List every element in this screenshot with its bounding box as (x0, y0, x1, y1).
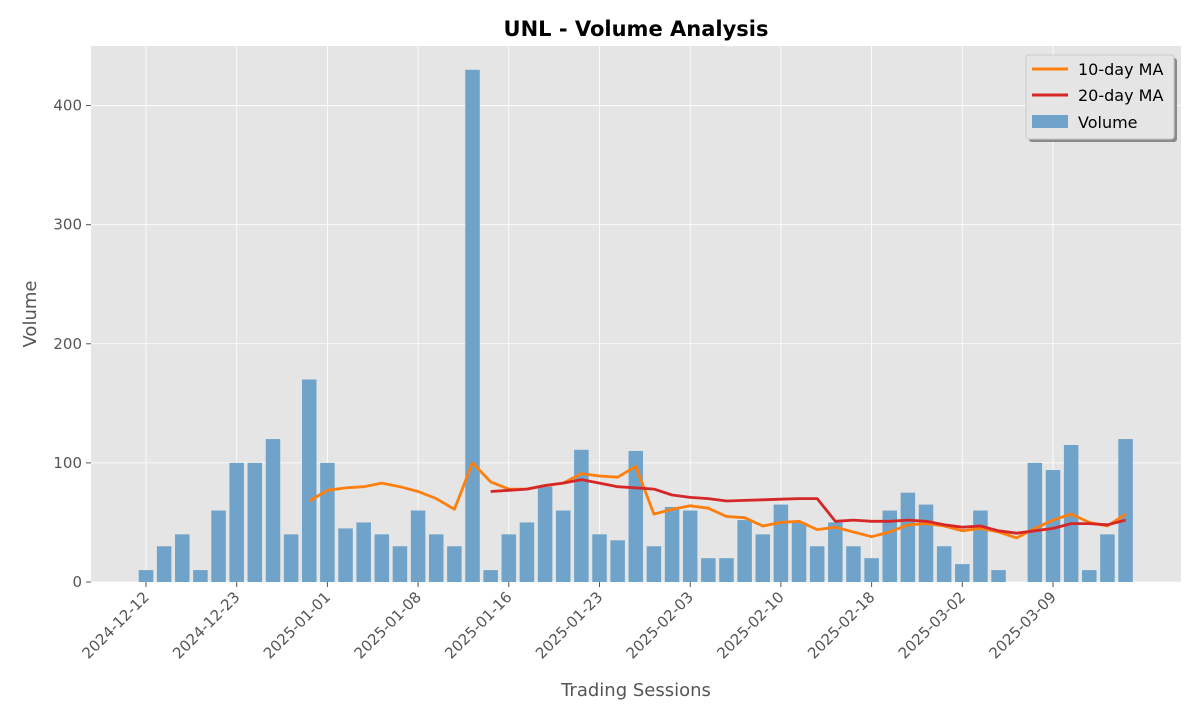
x-tick-label: 2025-02-03 (623, 588, 697, 662)
volume-bar (828, 522, 843, 582)
x-tick-label: 2025-02-10 (713, 588, 787, 662)
volume-bar (1100, 534, 1115, 582)
x-tick-label: 2025-03-02 (895, 588, 969, 662)
x-tick-label: 2024-12-23 (169, 588, 243, 662)
y-tick-label: 300 (53, 216, 82, 234)
volume-bar (610, 540, 625, 582)
volume-bar (701, 558, 716, 582)
volume-bar (338, 528, 353, 582)
volume-bar (737, 520, 752, 582)
volume-bar (973, 510, 988, 582)
volume-bars (138, 69, 1133, 583)
volume-bar (193, 570, 208, 582)
volume-bar (519, 522, 535, 582)
x-tick-label: 2025-01-01 (260, 588, 334, 662)
volume-bar (156, 546, 172, 582)
volume-bar (302, 379, 317, 582)
volume-bar (175, 534, 190, 582)
legend-label-10-day-ma: 10-day MA (1078, 60, 1163, 79)
volume-bar (1027, 462, 1043, 582)
volume-bar (138, 570, 154, 582)
volume-bar (864, 558, 879, 582)
volume-bar (356, 522, 371, 582)
volume-bar (664, 506, 680, 582)
volume-bar (592, 534, 607, 582)
volume-bar (809, 546, 825, 582)
volume-bar (991, 570, 1006, 582)
volume-bar (501, 534, 517, 582)
ma-20-day-line (490, 478, 1126, 535)
volume-bar (447, 546, 462, 582)
volume-bar (374, 534, 390, 582)
volume-bar (1045, 470, 1061, 582)
volume-bar (555, 510, 571, 582)
y-tick-label: 0 (72, 573, 82, 591)
legend: 10-day MA 20-day MA Volume (1025, 54, 1177, 142)
volume-bar (1082, 570, 1097, 582)
volume-bar (955, 564, 970, 582)
volume-bar (537, 486, 553, 582)
volume-bar (410, 510, 426, 582)
volume-bar (211, 510, 226, 582)
y-tick-label: 200 (53, 335, 82, 353)
chart-title: UNL - Volume Analysis (504, 17, 769, 41)
volume-bar (646, 546, 662, 582)
legend-label-20-day-ma: 20-day MA (1078, 86, 1163, 105)
volume-bar (791, 522, 807, 582)
volume-bar (465, 69, 480, 583)
moving-average-lines (308, 461, 1127, 540)
volume-bar (1118, 439, 1133, 582)
volume-bar (229, 462, 244, 582)
x-tick-label: 2025-03-09 (985, 588, 1059, 662)
volume-bar (428, 534, 444, 582)
volume-bar (628, 450, 644, 582)
x-tick-label: 2025-01-16 (441, 588, 515, 662)
y-tick-label: 100 (53, 454, 82, 472)
volume-bar (882, 510, 897, 582)
volume-bar (918, 504, 934, 582)
x-tick-label: 2025-02-18 (804, 588, 878, 662)
volume-bar (900, 492, 916, 582)
volume-bar (846, 546, 861, 582)
volume-bar (283, 534, 299, 582)
legend-swatch-volume (1032, 115, 1068, 128)
volume-bar (755, 534, 771, 582)
volume-bar (483, 570, 498, 582)
ma-10-day-line (308, 461, 1127, 540)
volume-bar (682, 510, 698, 582)
volume-bar (320, 462, 335, 582)
volume-bar (247, 462, 263, 582)
y-axis-title: Volume (20, 281, 41, 348)
x-tick-label: 2025-01-23 (532, 588, 606, 662)
volume-bar (392, 546, 408, 582)
y-tick-label: 400 (53, 97, 82, 115)
volume-bar (719, 558, 734, 582)
volume-bar (265, 439, 281, 582)
volume-bar (574, 449, 589, 582)
legend-label-volume: Volume (1078, 113, 1138, 132)
x-tick-label: 2025-01-08 (351, 588, 425, 662)
volume-bar (773, 504, 789, 582)
volume-bar (936, 546, 952, 582)
x-tick-label: 2024-12-12 (78, 588, 152, 662)
x-axis-title: Trading Sessions (560, 680, 711, 701)
